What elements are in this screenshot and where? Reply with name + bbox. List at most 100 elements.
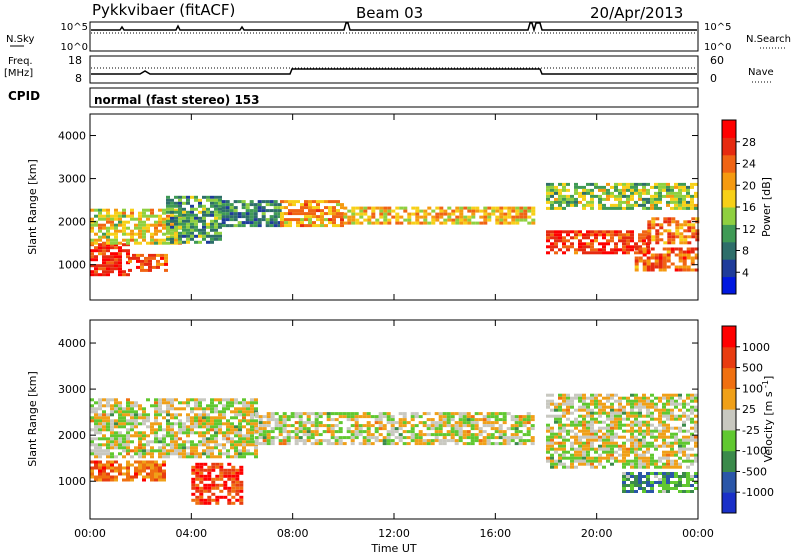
- power-cell: [98, 249, 102, 253]
- velocity-cell: [590, 456, 594, 460]
- power-cell: [670, 188, 674, 192]
- velocity-colorbar-tick-label: -1000: [742, 486, 774, 499]
- velocity-cell: [102, 425, 106, 429]
- power-cell: [110, 255, 114, 259]
- velocity-cell: [330, 418, 335, 422]
- velocity-cell: [238, 407, 242, 411]
- power-cell: [451, 209, 456, 213]
- velocity-cell: [130, 475, 134, 479]
- power-cell: [94, 241, 98, 245]
- power-cell: [686, 268, 691, 272]
- power-cell: [419, 221, 424, 225]
- velocity-cell: [214, 410, 218, 414]
- power-cell: [562, 239, 566, 243]
- velocity-cell: [438, 424, 443, 428]
- velocity-cell: [114, 475, 118, 479]
- velocity-cell: [634, 429, 638, 433]
- velocity-cell: [626, 490, 630, 493]
- power-cell: [210, 204, 214, 208]
- power-colorbar-segment: [722, 137, 736, 156]
- velocity-cell: [634, 456, 638, 460]
- power-cell: [257, 209, 262, 213]
- power-cell: [221, 212, 226, 216]
- power-cell: [320, 224, 324, 228]
- velocity-cell: [211, 483, 216, 487]
- velocity-cell: [418, 442, 423, 446]
- nsearch-tick-top: 10^5: [704, 22, 731, 33]
- power-cell: [467, 206, 472, 210]
- velocity-cell: [662, 420, 666, 424]
- velocity-cell: [430, 421, 435, 425]
- velocity-cell: [510, 433, 515, 437]
- velocity-cell: [494, 430, 499, 434]
- velocity-cell: [462, 430, 467, 434]
- power-cell: [630, 182, 634, 186]
- velocity-cell: [662, 435, 666, 439]
- velocity-cell: [266, 415, 271, 419]
- velocity-cell: [346, 430, 351, 434]
- power-cell: [439, 206, 444, 210]
- velocity-cell: [666, 490, 670, 493]
- plot-title: Pykkvibaer (fitACF): [92, 1, 235, 19]
- velocity-cell: [694, 423, 698, 427]
- velocity-cell: [94, 437, 98, 441]
- velocity-cell: [594, 396, 598, 400]
- power-cell: [126, 220, 130, 224]
- xtick-label: 16:00: [479, 527, 511, 540]
- velocity-cell: [326, 427, 331, 431]
- power-cell: [558, 248, 562, 252]
- power-cell: [221, 206, 226, 210]
- velocity-cell: [150, 431, 154, 435]
- power-cell: [622, 233, 626, 237]
- power-cell: [471, 221, 476, 225]
- velocity-cell: [678, 438, 682, 442]
- power-cell: [162, 208, 166, 212]
- power-cell: [102, 267, 106, 271]
- power-cell: [320, 218, 324, 222]
- power-cell: [355, 221, 360, 225]
- velocity-cell: [178, 428, 182, 432]
- power-cell: [683, 241, 688, 245]
- velocity-cell: [650, 444, 654, 448]
- velocity-cell: [126, 410, 130, 414]
- velocity-cell: [90, 410, 94, 414]
- power-cell: [566, 200, 570, 204]
- velocity-cell: [378, 439, 383, 443]
- power-cell: [590, 230, 594, 234]
- velocity-cell: [622, 405, 626, 409]
- power-cell: [280, 218, 284, 222]
- power-cell: [182, 234, 186, 238]
- power-cell: [206, 207, 210, 211]
- power-cell: [94, 246, 98, 250]
- velocity-cell: [242, 425, 246, 429]
- velocity-cell: [162, 434, 166, 438]
- power-cell: [471, 209, 476, 213]
- power-cell: [210, 201, 214, 205]
- velocity-cell: [634, 405, 638, 409]
- power-cell: [682, 203, 686, 207]
- velocity-cell: [590, 402, 594, 406]
- velocity-cell: [146, 443, 150, 447]
- power-cell: [578, 200, 582, 204]
- power-cell: [257, 203, 262, 207]
- velocity-cell: [242, 419, 246, 423]
- velocity-cell: [558, 453, 562, 457]
- power-cell: [269, 203, 274, 207]
- velocity-cell: [238, 431, 242, 435]
- velocity-cell: [222, 413, 226, 417]
- power-cell: [650, 185, 654, 189]
- velocity-cell: [118, 407, 122, 411]
- velocity-cell: [686, 465, 690, 469]
- velocity-cell: [630, 484, 634, 487]
- velocity-cell: [666, 444, 670, 448]
- power-cell: [206, 234, 210, 238]
- velocity-cell: [574, 417, 578, 421]
- velocity-cell: [642, 429, 646, 433]
- power-cell: [546, 188, 550, 192]
- velocity-cell: [586, 423, 590, 427]
- power-cell: [674, 203, 678, 207]
- power-cell: [578, 191, 582, 195]
- velocity-cell: [590, 411, 594, 415]
- velocity-cell: [94, 431, 98, 435]
- power-cell: [371, 215, 376, 219]
